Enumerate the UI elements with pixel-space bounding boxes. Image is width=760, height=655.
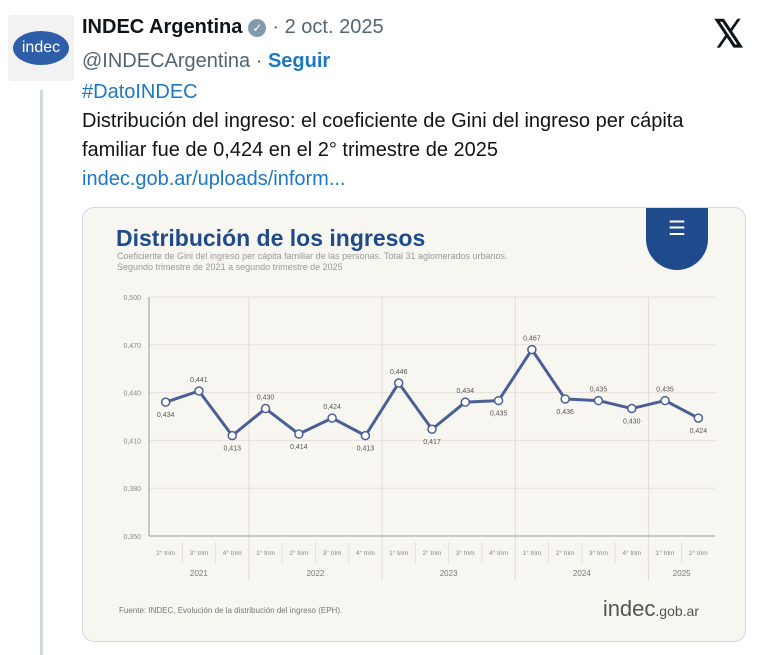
- data-label: 0,414: [290, 444, 308, 451]
- quarter-label: 4° trim: [223, 549, 242, 557]
- author-handle[interactable]: @INDECArgentina: [82, 50, 251, 72]
- data-point: [627, 403, 637, 414]
- data-point: [327, 413, 337, 423]
- data-point: [260, 403, 271, 414]
- data-point: [160, 397, 171, 407]
- funnel-icon: ☰: [646, 208, 708, 270]
- data-point: [660, 395, 670, 406]
- data-point: [360, 430, 371, 441]
- tweet-header: INDEC Argentina ✓ · 2 oct. 2025: [82, 16, 384, 39]
- author-name[interactable]: INDEC Argentina: [82, 16, 243, 38]
- chart-title: Distribución de los ingresos: [116, 225, 426, 251]
- quarter-label: 1° trim: [389, 549, 408, 557]
- quarter-label: 4° trim: [622, 549, 641, 557]
- data-point: [427, 424, 437, 434]
- data-point: [460, 397, 471, 407]
- quarter-label: 4° trim: [356, 549, 375, 557]
- data-label: 0,413: [357, 446, 375, 453]
- data-point: [593, 395, 604, 406]
- year-label: 2022: [307, 569, 325, 578]
- data-point: [227, 430, 237, 441]
- data-label: 0,467: [523, 336, 541, 343]
- data-point: [294, 429, 304, 439]
- tweet-date[interactable]: · 2 oct. 2025: [272, 16, 384, 38]
- subtitle-line: Segundo trimestre de 2021 a segundo trim…: [117, 262, 343, 272]
- chart-image-card[interactable]: Distribución de los ingresos Coeficiente…: [82, 207, 746, 642]
- data-point: [493, 395, 504, 406]
- data-label: 0,424: [690, 428, 708, 435]
- quarter-label: 4° trim: [489, 549, 508, 557]
- gini-line-chart: 0,500 0,470 0,440 0,410 0,380 0,350 2021 2022 20…: [123, 295, 715, 581]
- data-label: 0,434: [457, 388, 475, 395]
- quarter-label: 3° trim: [589, 549, 608, 557]
- data-point: [560, 394, 570, 404]
- quarter-label: 1° trim: [522, 549, 541, 557]
- data-point: [693, 413, 704, 423]
- year-label: 2023: [440, 569, 458, 578]
- x-logo-icon[interactable]: 𝕏: [713, 14, 744, 56]
- quarter-label: 3° trim: [323, 549, 342, 557]
- separator: ·: [250, 50, 268, 72]
- quarter-label: 2° trim: [289, 549, 308, 557]
- y-tick-label: 0,440: [123, 391, 141, 398]
- watermark-suffix: .gob.ar: [655, 603, 699, 619]
- indec-watermark: indec.gob.ar: [603, 596, 699, 622]
- avatar[interactable]: indec: [8, 15, 74, 81]
- quarter-label: 3° trim: [456, 549, 475, 557]
- data-label: 0,430: [257, 395, 275, 402]
- subtitle-line: Coeficiente de Gini del ingreso per cápi…: [117, 251, 508, 261]
- chart-source: Fuente: INDEC, Evolución de la distribuc…: [119, 606, 343, 615]
- hashtag-link[interactable]: #DatoINDEC: [82, 81, 198, 103]
- data-point: [527, 344, 537, 355]
- data-point: [393, 378, 404, 388]
- chart-subtitle: Coeficiente de Gini del ingreso per cápi…: [117, 251, 508, 273]
- year-label: 2021: [190, 569, 208, 578]
- follow-button[interactable]: Seguir: [267, 50, 331, 72]
- year-label: 2025: [673, 569, 691, 578]
- y-tick-label: 0,410: [123, 438, 141, 445]
- y-tick-label: 0,470: [123, 343, 141, 350]
- y-tick-label: 0,350: [123, 534, 141, 541]
- data-label: 0,436: [556, 409, 574, 416]
- url-link[interactable]: indec.gob.ar/uploads/inform...: [82, 168, 346, 190]
- indec-logo: indec: [13, 31, 69, 65]
- quarter-label: 1° trim: [656, 549, 675, 557]
- data-label: 0,417: [423, 439, 441, 446]
- data-label: 0,435: [656, 387, 674, 394]
- data-label: 0,435: [490, 411, 508, 418]
- handle-row: @INDECArgentina · Seguir: [82, 50, 330, 73]
- data-label: 0,435: [590, 387, 608, 394]
- quarter-label: 2° trim: [423, 549, 442, 557]
- thread-line: [40, 90, 43, 655]
- data-label: 0,434: [157, 412, 175, 419]
- y-tick-label: 0,500: [123, 295, 141, 302]
- watermark-text: indec: [602, 596, 656, 621]
- data-label: 0,441: [190, 377, 208, 384]
- data-label: 0,430: [623, 419, 641, 426]
- tweet-text: #DatoINDEC Distribución del ingreso: el …: [82, 78, 752, 194]
- tweet-body: Distribución del ingreso: el coeficiente…: [82, 110, 684, 161]
- data-label: 0,413: [223, 446, 241, 453]
- data-point: [194, 386, 204, 396]
- y-tick-label: 0,380: [123, 486, 141, 493]
- data-label: 0,424: [323, 404, 341, 411]
- quarter-label: 2° trim: [689, 549, 708, 557]
- verified-icon: ✓: [248, 18, 267, 37]
- data-label: 0,446: [390, 369, 408, 376]
- year-label: 2024: [573, 569, 591, 578]
- quarter-label: 2° trim: [156, 549, 175, 557]
- quarter-label: 2° trim: [556, 549, 575, 557]
- quarter-label: 3° trim: [190, 549, 209, 557]
- quarter-label: 1° trim: [256, 549, 275, 557]
